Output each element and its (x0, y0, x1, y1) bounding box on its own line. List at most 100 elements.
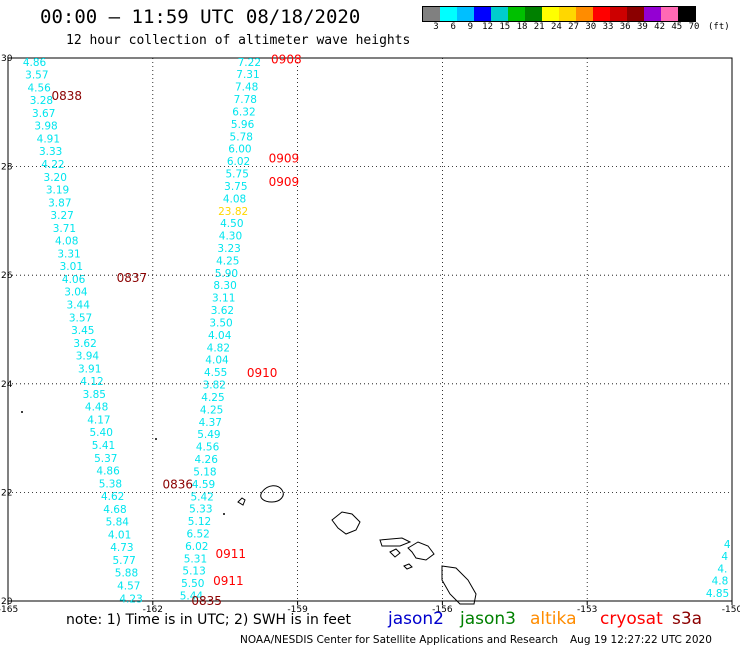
wave-height-value: 4.68 (103, 504, 126, 516)
wave-height-value: 3.20 (44, 172, 67, 184)
wave-height-value: 3.33 (39, 146, 62, 158)
wave-height-value: 7.48 (235, 82, 258, 94)
color-swatch (474, 7, 491, 21)
maui-island (407, 541, 435, 561)
wave-height-value: 5.31 (184, 553, 207, 565)
lat-tick-label: 26 (1, 271, 13, 281)
wave-height-value: 4.25 (200, 404, 223, 416)
wave-height-value: 3.71 (53, 223, 76, 235)
wave-height-value: 3.57 (69, 312, 92, 324)
wave-height-value: 6.32 (232, 106, 255, 118)
wave-height-value: 3.85 (83, 389, 106, 401)
niihau-island (237, 497, 246, 506)
pass-time-label: 0835 (191, 594, 222, 608)
map-frame (7, 57, 733, 602)
color-swatch (576, 7, 593, 21)
pass-time-label: 0911 (216, 547, 247, 561)
wave-height-value: 5.41 (92, 440, 115, 452)
wave-height-value: 4.25 (201, 392, 224, 404)
wave-height-value: 4.73 (110, 542, 133, 554)
pass-time-label: 0838 (51, 89, 82, 103)
wave-height-value: 6.02 (185, 541, 208, 553)
wave-height-value: 8.30 (213, 280, 236, 292)
color-scale-label: 18 (516, 22, 528, 32)
wave-height-value: 3.11 (212, 293, 235, 305)
wave-height-value: 4.50 (220, 218, 243, 230)
hawaii-big-island (441, 565, 477, 605)
satellite-legend-item: cryosat (600, 609, 663, 629)
wave-height-value: 3.94 (76, 351, 100, 363)
wave-height-value: 5.49 (197, 429, 220, 441)
wave-height-value: 3.31 (57, 248, 80, 260)
wave-height-value: 4.01 (108, 529, 131, 541)
color-swatch (542, 7, 559, 21)
wave-height-value: 4.23 (119, 593, 142, 605)
wave-height-value: 6.52 (186, 529, 209, 541)
wave-height-value: 4.86 (96, 466, 120, 478)
wave-height-value: 5.50 (181, 578, 204, 590)
credit-text: NOAA/NESDIS Center for Satellite Applica… (240, 634, 558, 646)
map-title: 00:00 – 11:59 UTC 08/18/2020 (40, 6, 361, 28)
wave-height-value: 23.82 (218, 206, 248, 218)
generated-timestamp: Aug 19 12:27:22 UTC 2020 (570, 634, 712, 646)
lon-tick-label: -156 (432, 605, 453, 615)
color-swatch (661, 7, 678, 21)
color-scale-label: 21 (533, 22, 545, 32)
color-scale-label: 36 (619, 22, 631, 32)
wave-height-value: 4.25 (216, 255, 239, 267)
wave-height-value: 3.62 (211, 305, 234, 317)
wave-height-value: 3.87 (48, 197, 71, 209)
wave-height-value: 3.50 (209, 317, 232, 329)
wave-height-value: 3.01 (60, 261, 83, 273)
wave-height-value: 4.62 (101, 491, 124, 503)
wave-height-value: 4.17 (87, 414, 110, 426)
wave-height-value: 5.78 (230, 131, 253, 143)
wave-height-value: 7.31 (236, 69, 259, 81)
small-island-dot (223, 513, 225, 515)
wave-height-value: 3.45 (71, 325, 94, 337)
color-swatch (440, 7, 457, 21)
wave-height-value: 6.00 (228, 144, 251, 156)
wave-height-value: 5.18 (193, 466, 216, 478)
wave-height-value: 3.91 (78, 363, 101, 375)
satellite-legend-item: jason2 (388, 609, 444, 629)
color-scale-label: 30 (585, 22, 597, 32)
color-scale-label: 39 (636, 22, 648, 32)
color-swatch (525, 7, 542, 21)
wave-height-value: 3.04 (64, 287, 88, 299)
satellite-legend-item: jason3 (460, 609, 516, 629)
color-scale-label: 33 (602, 22, 614, 32)
lat-tick-label: 20 (1, 597, 13, 607)
color-scale-label: 15 (499, 22, 511, 32)
color-scale-label: 9 (467, 22, 474, 32)
lon-tick-label: -165 (0, 605, 18, 615)
wave-height-value: 4 (724, 539, 731, 551)
wave-height-value: 7.78 (234, 94, 257, 106)
pass-time-label: 0837 (117, 271, 148, 285)
wave-height-value: 4.08 (223, 193, 246, 205)
lon-tick-label: -162 (143, 605, 163, 615)
wave-height-value: 4.08 (55, 236, 78, 248)
color-scale-label: 42 (654, 22, 666, 32)
wave-height-value: 3.23 (217, 243, 240, 255)
lanai-island (389, 548, 401, 558)
molokai-island (379, 537, 412, 547)
small-island-dot (155, 438, 157, 440)
wave-height-value: 4.56 (27, 82, 51, 94)
kahoolawe-island (403, 563, 413, 570)
pass-time-label: 0909 (269, 175, 300, 189)
color-swatch (627, 7, 644, 21)
wave-height-value: 5.37 (94, 453, 117, 465)
wave-height-value: 4.22 (41, 159, 64, 171)
lat-tick-label: 24 (1, 380, 13, 390)
color-scale-label: 3 (433, 22, 439, 32)
wave-height-value: 3.62 (73, 338, 96, 350)
color-scale-label: 24 (550, 22, 562, 32)
wave-height-value: 6.02 (227, 156, 250, 168)
color-swatch (508, 7, 525, 21)
color-scale-unit: (ft) (708, 22, 730, 32)
wave-height-value: 3.82 (203, 380, 226, 392)
map-subtitle: 12 hour collection of altimeter wave hei… (66, 33, 411, 48)
wave-height-value: 5.40 (90, 427, 113, 439)
color-swatch (593, 7, 610, 21)
